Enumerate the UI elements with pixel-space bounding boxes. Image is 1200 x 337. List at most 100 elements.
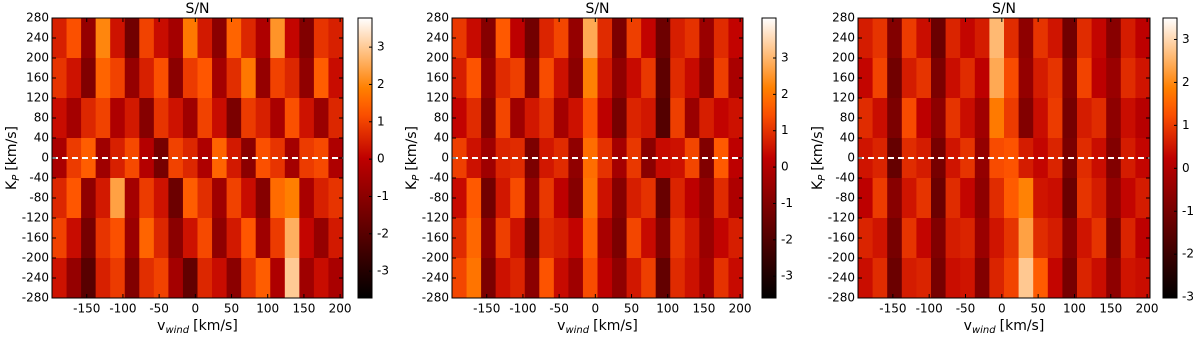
heat-cell [670, 58, 686, 99]
heat-cell [670, 218, 686, 259]
heat-cell [1091, 218, 1107, 259]
heat-cell [553, 98, 569, 139]
heat-cell [153, 218, 169, 259]
heat-cell [1091, 258, 1107, 299]
heat-cell [481, 18, 497, 59]
heat-cell [52, 218, 68, 259]
heat-cell [641, 98, 657, 139]
heat-cell [887, 18, 903, 59]
x-tick-label: 150 [292, 302, 315, 316]
heat-cell [612, 18, 628, 59]
heat-cell [612, 178, 628, 219]
heat-cell [284, 18, 300, 59]
heat-cell [931, 258, 947, 299]
heat-cell [81, 258, 97, 299]
heat-cell [582, 58, 598, 99]
heat-cell [66, 98, 82, 139]
heat-cell [1077, 18, 1093, 59]
chart-title: S/N [185, 1, 209, 17]
heat-cell [989, 58, 1005, 99]
heat-cell [1004, 98, 1020, 139]
y-tick-label: 0 [847, 151, 855, 165]
heat-cell [1106, 98, 1122, 139]
heat-cell [858, 98, 874, 139]
heat-cell [597, 178, 613, 219]
x-tick-label: 50 [224, 302, 239, 316]
heat-cell [466, 18, 482, 59]
heat-cell [153, 98, 169, 139]
y-tick-label: 40 [34, 131, 49, 145]
heat-cell [197, 58, 213, 99]
colorbar-tick-label: 3 [1182, 32, 1190, 46]
heat-cell [481, 98, 497, 139]
heat-cell [699, 258, 715, 299]
heat-cell [684, 18, 700, 59]
colorbar-tick-label: -1 [781, 196, 793, 210]
heat-cell [960, 258, 976, 299]
heat-cell [139, 18, 155, 59]
heat-cell [52, 98, 68, 139]
heat-cell [1077, 58, 1093, 99]
heat-cell [95, 58, 111, 99]
x-tick-label: 0 [192, 302, 200, 316]
x-tick-label: -100 [509, 302, 536, 316]
heat-cell [699, 58, 715, 99]
heat-cell [481, 58, 497, 99]
heat-cell [1120, 178, 1136, 219]
heat-cell [916, 258, 932, 299]
y-tick-label: 80 [34, 111, 49, 125]
heat-cell [81, 178, 97, 219]
heat-cell [684, 178, 700, 219]
heat-cell [626, 218, 642, 259]
y-label-unit: [km/s] [810, 126, 826, 171]
heat-cell [124, 218, 140, 259]
heat-cell [197, 18, 213, 59]
heat-cell [989, 218, 1005, 259]
heat-cell [960, 178, 976, 219]
heat-cell [124, 258, 140, 299]
y-tick-label: 240 [832, 31, 855, 45]
heat-cell [510, 258, 526, 299]
heat-cell [1135, 58, 1151, 99]
heat-cell [255, 258, 271, 299]
heat-cell [510, 218, 526, 259]
heat-cell [1135, 98, 1151, 139]
y-tick-label: -160 [828, 231, 855, 245]
heat-cell [612, 58, 628, 99]
heat-cell [728, 218, 744, 259]
heat-cell [553, 138, 569, 179]
heat-cell [1135, 178, 1151, 219]
heat-cell [872, 258, 888, 299]
heat-cell [95, 18, 111, 59]
heat-cell [212, 218, 228, 259]
heat-cell [182, 58, 198, 99]
heat-cell [1047, 218, 1063, 259]
y-tick-label: -280 [22, 291, 49, 305]
heat-cell [539, 218, 555, 259]
x-tick-label: 0 [998, 302, 1006, 316]
y-tick-label: 200 [426, 51, 449, 65]
heat-cell [182, 138, 198, 179]
heat-cell [713, 218, 729, 259]
heat-cell [1106, 218, 1122, 259]
heat-cell [582, 18, 598, 59]
y-tick-label: -200 [422, 251, 449, 265]
x-label-sub: wind [565, 325, 589, 336]
heat-cell [872, 18, 888, 59]
y-axis-label: KP [km/s] [404, 126, 422, 190]
colorbar-tick-label: -2 [1182, 247, 1194, 261]
heat-cell [887, 138, 903, 179]
heat-cell [66, 218, 82, 259]
heat-cell [582, 98, 598, 139]
heat-cell [52, 58, 68, 99]
heat-cell [95, 218, 111, 259]
heat-cell [931, 98, 947, 139]
x-label-main: v [157, 318, 165, 334]
y-tick-label: 120 [26, 91, 49, 105]
heat-cell [110, 218, 126, 259]
y-tick-label: 160 [832, 71, 855, 85]
x-tick-label: 100 [656, 302, 679, 316]
x-label-unit: [km/s] [1000, 318, 1045, 334]
heat-cell [495, 58, 511, 99]
heat-cell [872, 98, 888, 139]
